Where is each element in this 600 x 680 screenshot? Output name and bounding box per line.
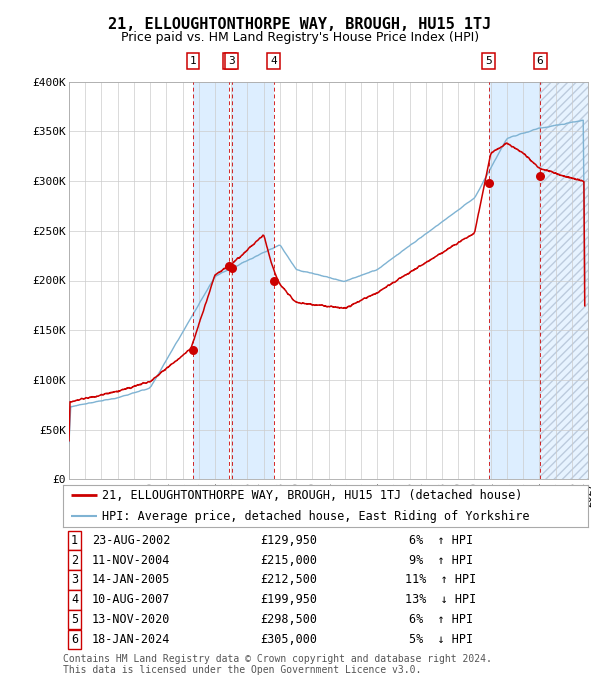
Text: 4: 4 (270, 56, 277, 66)
Text: 11%  ↑ HPI: 11% ↑ HPI (406, 573, 476, 586)
Text: 5: 5 (485, 56, 492, 66)
Bar (193, 82, 229, 479)
Text: 1: 1 (190, 56, 196, 66)
Text: £298,500: £298,500 (260, 613, 317, 626)
Text: 13-NOV-2020: 13-NOV-2020 (92, 613, 170, 626)
Text: 1: 1 (71, 534, 78, 547)
Text: 6: 6 (537, 56, 544, 66)
Text: £199,950: £199,950 (260, 594, 317, 607)
Text: 18-JAN-2024: 18-JAN-2024 (92, 633, 170, 646)
Bar (540, 82, 588, 479)
Text: 21, ELLOUGHTONTHORPE WAY, BROUGH, HU15 1TJ: 21, ELLOUGHTONTHORPE WAY, BROUGH, HU15 1… (109, 17, 491, 32)
Text: 4: 4 (71, 594, 78, 607)
Text: 10-AUG-2007: 10-AUG-2007 (92, 594, 170, 607)
Text: 3: 3 (71, 573, 78, 586)
Text: 3: 3 (229, 56, 235, 66)
Text: £212,500: £212,500 (260, 573, 317, 586)
Text: 13%  ↓ HPI: 13% ↓ HPI (406, 594, 476, 607)
Text: 14-JAN-2005: 14-JAN-2005 (92, 573, 170, 586)
Text: £215,000: £215,000 (260, 554, 317, 566)
Text: Price paid vs. HM Land Registry's House Price Index (HPI): Price paid vs. HM Land Registry's House … (121, 31, 479, 44)
Bar (488, 82, 540, 479)
Text: 21, ELLOUGHTONTHORPE WAY, BROUGH, HU15 1TJ (detached house): 21, ELLOUGHTONTHORPE WAY, BROUGH, HU15 1… (103, 489, 523, 502)
Text: 9%  ↑ HPI: 9% ↑ HPI (409, 554, 473, 566)
Text: HPI: Average price, detached house, East Riding of Yorkshire: HPI: Average price, detached house, East… (103, 510, 530, 523)
Text: 2: 2 (71, 554, 78, 566)
Text: 5%  ↓ HPI: 5% ↓ HPI (409, 633, 473, 646)
Text: 6%  ↑ HPI: 6% ↑ HPI (409, 613, 473, 626)
Text: 6%  ↑ HPI: 6% ↑ HPI (409, 534, 473, 547)
Text: 11-NOV-2004: 11-NOV-2004 (92, 554, 170, 566)
Text: This data is licensed under the Open Government Licence v3.0.: This data is licensed under the Open Gov… (63, 665, 421, 675)
Text: Contains HM Land Registry data © Crown copyright and database right 2024.: Contains HM Land Registry data © Crown c… (63, 654, 492, 664)
Text: 2: 2 (226, 56, 232, 66)
Text: £305,000: £305,000 (260, 633, 317, 646)
Bar (232, 82, 274, 479)
Text: 5: 5 (71, 613, 78, 626)
Text: 23-AUG-2002: 23-AUG-2002 (92, 534, 170, 547)
Text: £129,950: £129,950 (260, 534, 317, 547)
Text: 6: 6 (71, 633, 78, 646)
